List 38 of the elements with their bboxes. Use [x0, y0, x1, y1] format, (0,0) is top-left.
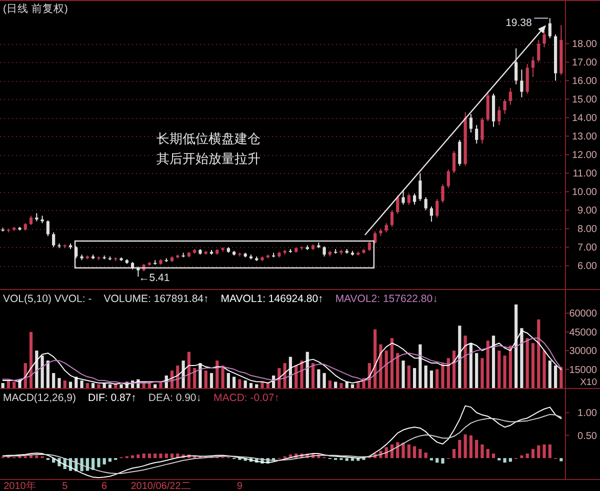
text: DEA: 0.90↓	[148, 392, 202, 404]
y-tick-label: 7.00	[578, 242, 598, 254]
text: MAVOL1: 146924.80↑	[220, 293, 324, 305]
x-tick-label: 2010年	[4, 480, 36, 491]
chart-title: MACD(12,26,9)	[3, 392, 76, 404]
y-tick-label: 15000	[569, 364, 598, 376]
text: VOLUME: 167891.84↑	[104, 293, 209, 305]
y-axis-title: X10	[580, 377, 597, 388]
x-tick-label: 5	[62, 481, 68, 491]
chart-title: (日线 前复权)	[3, 2, 68, 15]
y-tick-label: 18.00	[572, 39, 598, 50]
y-tick-label: 10.00	[572, 187, 598, 198]
y-tick-label: 13.00	[572, 132, 598, 143]
y-tick-label: 14.00	[572, 113, 598, 124]
y-tick-label: 6.00	[578, 261, 598, 272]
y-tick-label: 16.00	[572, 76, 598, 88]
y-tick-label: 1.00	[578, 408, 598, 420]
y-tick-label: 30000	[569, 346, 598, 358]
annotation: 19.38	[506, 17, 532, 30]
x-tick-label: 9	[236, 481, 243, 491]
text: DIF: 0.87↑	[88, 392, 136, 404]
y-tick-label: 8.00	[578, 224, 598, 236]
y-tick-label: 12.00	[572, 150, 598, 162]
annotation: ←5.41	[138, 272, 170, 284]
y-tick-label: 9.00	[578, 206, 598, 217]
y-tick-label: 60000	[569, 308, 598, 320]
y-tick-label: 0.50	[578, 430, 598, 442]
annotation: 其后开始放量拉升	[156, 150, 261, 166]
y-tick-label: 17.00	[572, 58, 598, 69]
x-tick-label: 6	[102, 481, 108, 491]
y-tick-label: 11.00	[572, 168, 598, 180]
y-tick-label: 15.00	[572, 94, 598, 106]
annotation: 长期低位横盘建仓	[156, 131, 261, 146]
text: MACD: -0.07↑	[214, 392, 280, 404]
y-tick-label: 45000	[569, 327, 598, 338]
chart-title: VOL(5,10) VVOL: -	[3, 293, 92, 305]
x-tick-label: 2010/06/22二	[130, 481, 191, 491]
text: MAVOL2: 157622.80↓	[335, 293, 438, 305]
